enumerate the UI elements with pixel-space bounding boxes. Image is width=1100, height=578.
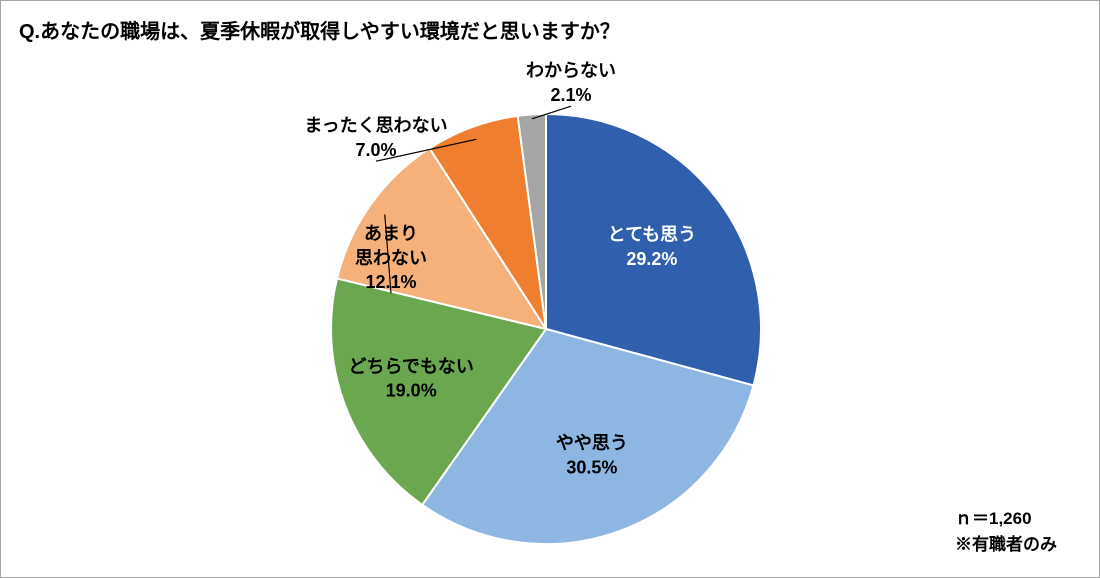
- footnote-line-1: ｎ＝1,260: [955, 506, 1057, 532]
- svg-text:わからない2.1%: わからない2.1%: [526, 61, 616, 105]
- svg-text:あまり思わない12.1%: あまり思わない12.1%: [355, 223, 427, 292]
- footnote-line-2: ※有職者のみ: [955, 532, 1057, 558]
- pie-chart: とても思う29.2%やや思う30.5%どちらでもない19.0%あまり思わない12…: [1, 59, 1100, 569]
- slice-label: あまり思わない12.1%: [355, 223, 427, 292]
- sample-size-note: ｎ＝1,260 ※有職者のみ: [955, 506, 1057, 557]
- chart-frame: Q.あなたの職場は、夏季休暇が取得しやすい環境だと思いますか？ とても思う29.…: [0, 0, 1100, 578]
- chart-title: Q.あなたの職場は、夏季休暇が取得しやすい環境だと思いますか？: [19, 15, 620, 44]
- slice-label: わからない2.1%: [526, 61, 616, 105]
